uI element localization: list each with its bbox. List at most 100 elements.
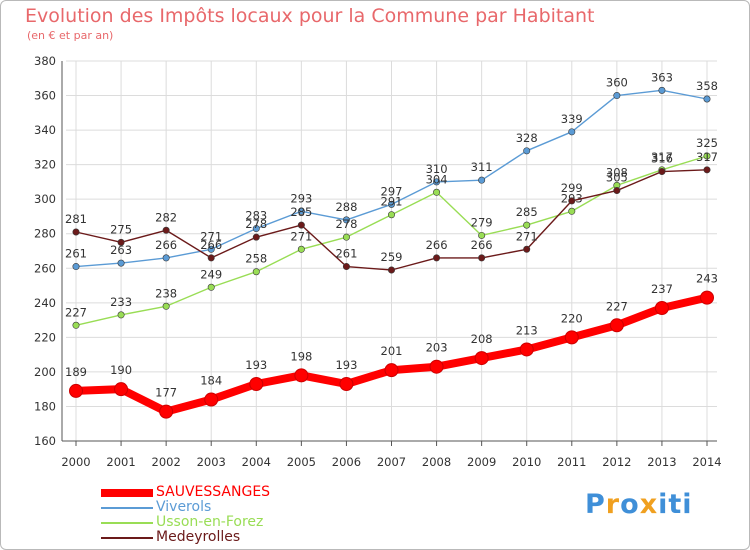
data-point bbox=[523, 147, 531, 155]
x-tick-label: 2000 bbox=[61, 455, 90, 469]
logo-letter: i bbox=[658, 489, 669, 520]
legend-swatch bbox=[101, 489, 153, 497]
x-tick-label: 2013 bbox=[647, 455, 676, 469]
x-tick-label: 2004 bbox=[242, 455, 271, 469]
data-point bbox=[700, 290, 714, 305]
data-label: 317 bbox=[651, 150, 673, 164]
data-point bbox=[294, 368, 309, 383]
data-label: 275 bbox=[110, 222, 132, 236]
data-point bbox=[249, 377, 264, 391]
legend-swatch bbox=[101, 537, 153, 539]
x-tick-label: 2001 bbox=[106, 455, 135, 469]
data-label: 263 bbox=[110, 243, 132, 257]
y-tick-label: 240 bbox=[34, 296, 56, 310]
data-point bbox=[342, 263, 350, 271]
logo-letter: r bbox=[605, 489, 621, 520]
x-tick-label: 2003 bbox=[197, 455, 226, 469]
data-label: 220 bbox=[561, 311, 583, 325]
data-point bbox=[523, 221, 531, 229]
data-point bbox=[519, 342, 534, 357]
logo-letter: t bbox=[668, 489, 683, 520]
data-point bbox=[478, 231, 486, 239]
data-point bbox=[342, 233, 350, 241]
data-point bbox=[69, 383, 83, 398]
data-point bbox=[252, 225, 260, 233]
data-label: 311 bbox=[471, 160, 493, 174]
data-label: 213 bbox=[516, 323, 538, 337]
data-point bbox=[207, 283, 215, 291]
data-label: 325 bbox=[696, 136, 718, 150]
y-tick-label: 340 bbox=[34, 123, 56, 137]
data-label: 310 bbox=[426, 162, 448, 176]
data-label: 201 bbox=[381, 344, 403, 358]
data-label: 328 bbox=[516, 131, 538, 145]
data-point bbox=[72, 321, 80, 329]
logo-letter: x bbox=[639, 489, 659, 520]
data-label: 266 bbox=[471, 238, 493, 252]
data-label: 189 bbox=[65, 365, 87, 379]
data-label: 363 bbox=[651, 70, 673, 84]
data-point bbox=[114, 382, 129, 397]
data-point bbox=[384, 363, 399, 378]
data-point bbox=[72, 263, 80, 271]
data-point bbox=[117, 311, 125, 319]
data-point bbox=[117, 259, 125, 267]
data-label: 261 bbox=[335, 247, 357, 261]
data-label: 184 bbox=[200, 374, 222, 388]
x-tick-label: 2008 bbox=[422, 455, 451, 469]
legend-swatch bbox=[101, 507, 153, 509]
data-point bbox=[613, 92, 621, 100]
data-label: 299 bbox=[561, 181, 583, 195]
y-tick-label: 360 bbox=[34, 89, 56, 103]
y-tick-label: 320 bbox=[34, 158, 56, 172]
data-point bbox=[568, 128, 576, 136]
logo-letter: i bbox=[682, 489, 693, 520]
data-point bbox=[162, 302, 170, 310]
data-point bbox=[703, 95, 711, 103]
data-point bbox=[72, 228, 80, 236]
data-point bbox=[478, 254, 486, 262]
data-point bbox=[613, 187, 621, 195]
data-point bbox=[162, 254, 170, 262]
data-label: 208 bbox=[471, 332, 493, 346]
data-label: 243 bbox=[696, 272, 718, 286]
data-point bbox=[703, 166, 711, 174]
data-label: 317 bbox=[696, 150, 718, 164]
data-label: 193 bbox=[335, 358, 357, 372]
data-point bbox=[387, 200, 395, 208]
data-point bbox=[478, 176, 486, 184]
logo-letter: o bbox=[620, 489, 640, 520]
y-tick-label: 160 bbox=[34, 434, 56, 448]
data-point bbox=[564, 330, 579, 345]
data-label: 316 bbox=[651, 152, 673, 166]
data-point bbox=[658, 86, 666, 94]
data-point bbox=[204, 392, 219, 407]
data-label: 291 bbox=[381, 195, 403, 209]
data-label: 304 bbox=[426, 172, 448, 186]
data-label: 238 bbox=[155, 286, 177, 300]
x-tick-label: 2009 bbox=[467, 455, 496, 469]
data-label: 285 bbox=[290, 205, 312, 219]
data-point bbox=[162, 226, 170, 234]
data-point bbox=[342, 216, 350, 224]
data-point bbox=[609, 318, 624, 333]
data-point bbox=[658, 168, 666, 176]
logo-letter: P bbox=[585, 489, 606, 520]
x-tick-label: 2005 bbox=[287, 455, 316, 469]
data-label: 283 bbox=[245, 209, 267, 223]
grid-lines bbox=[66, 60, 717, 442]
data-point bbox=[297, 221, 305, 229]
data-point bbox=[252, 233, 260, 241]
x-tick-label: 2007 bbox=[377, 455, 406, 469]
y-tick-label: 220 bbox=[34, 330, 56, 344]
data-label: 177 bbox=[155, 386, 177, 400]
data-label: 261 bbox=[65, 247, 87, 261]
data-point bbox=[297, 207, 305, 215]
data-point bbox=[339, 377, 354, 391]
data-label: 278 bbox=[245, 217, 267, 231]
chart-subtitle: (en € et par an) bbox=[27, 29, 114, 42]
data-label: 190 bbox=[110, 363, 132, 377]
y-tick-label: 300 bbox=[34, 192, 56, 206]
x-tick-label: 2011 bbox=[557, 455, 586, 469]
